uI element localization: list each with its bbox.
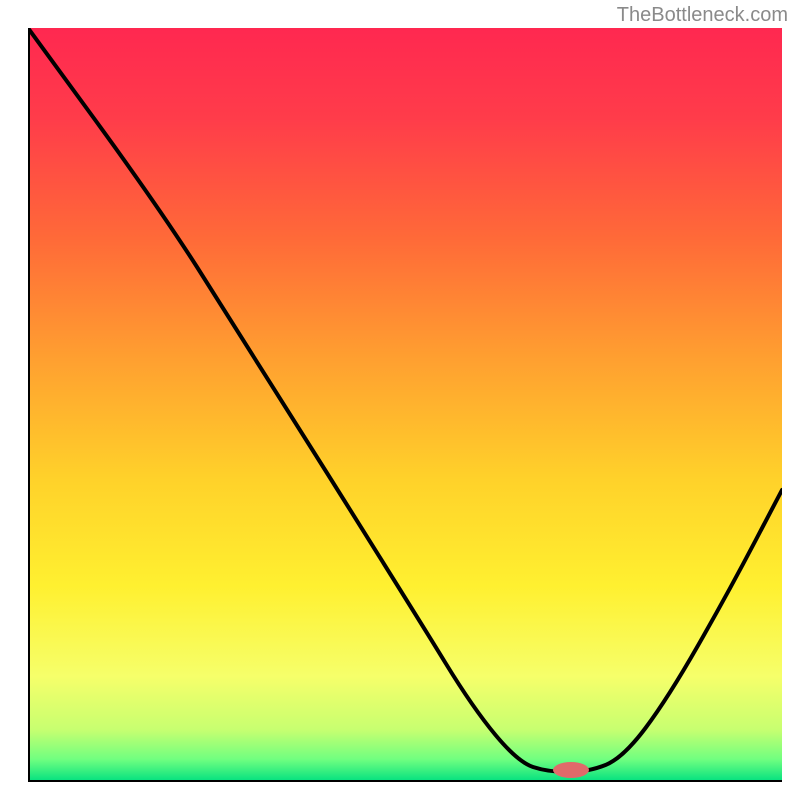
chart-container: TheBottleneck.com <box>0 0 800 800</box>
gradient-background <box>28 28 782 782</box>
attribution-text: TheBottleneck.com <box>617 4 788 27</box>
plot-area <box>28 28 782 782</box>
chart-svg <box>28 28 782 782</box>
optimal-marker <box>553 762 589 778</box>
